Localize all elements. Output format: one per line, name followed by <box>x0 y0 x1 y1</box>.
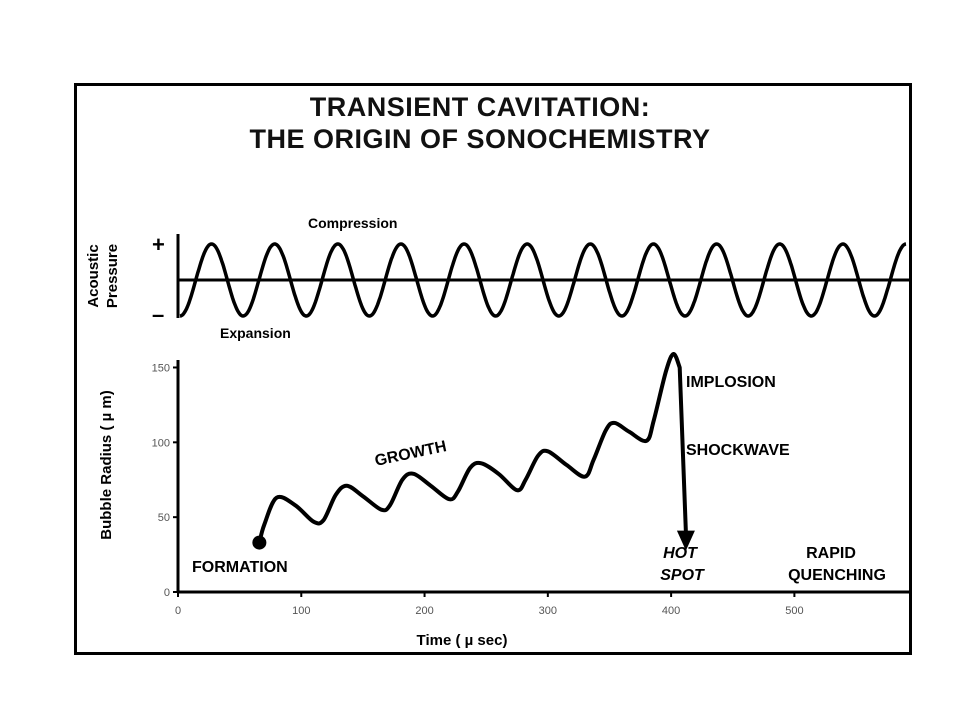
pressure-ylabel-line-1: Acoustic <box>85 244 102 307</box>
growth-label: GROWTH <box>373 438 448 470</box>
rapid-label-line-1: RAPID <box>806 545 856 562</box>
pressure-panel: Acoustic Pressure + – Compression Expans… <box>85 215 909 341</box>
quenching-label-line-2: QUENCHING <box>788 567 886 584</box>
x-tick-label: 500 <box>785 605 803 617</box>
diagram-frame <box>74 83 912 655</box>
time-xlabel: Time ( µ sec) <box>417 632 508 649</box>
formation-label: FORMATION <box>192 559 288 576</box>
x-tick-label: 200 <box>415 605 433 617</box>
y-tick-label: 50 <box>158 512 170 524</box>
implosion-arrow-head <box>676 530 695 551</box>
radius-chart: Bubble Radius ( µ m) 0 50 100 150 0 100 200 30… <box>98 352 909 649</box>
y-tick-label: 100 <box>152 437 170 449</box>
x-tick-label: 100 <box>292 605 310 617</box>
radius-ylabel: Bubble Radius ( µ m) <box>98 390 115 539</box>
hot-spot-label-line-2: SPOT <box>660 567 705 584</box>
title-line-2: THE ORIGIN OF SONOCHEMISTRY <box>249 124 711 154</box>
compression-label: Compression <box>308 215 397 231</box>
x-tick-label: 400 <box>662 605 680 617</box>
formation-dot <box>252 535 267 550</box>
x-tick-label: 300 <box>539 605 557 617</box>
expansion-label: Expansion <box>220 325 291 341</box>
x-ticks: 0 100 200 300 400 500 <box>175 592 804 617</box>
pressure-ylabel-line-2: Pressure <box>104 244 121 308</box>
implosion-label: IMPLOSION <box>686 374 776 391</box>
radius-series-line <box>257 352 688 544</box>
shockwave-label: SHOCKWAVE <box>686 442 790 459</box>
y-tick-label: 150 <box>152 362 170 374</box>
x-tick-label: 0 <box>175 605 181 617</box>
minus-label: – <box>152 302 164 327</box>
title-line-1: TRANSIENT CAVITATION: <box>309 92 651 122</box>
y-ticks: 0 50 100 150 <box>152 362 178 599</box>
y-tick-label: 0 <box>164 587 170 599</box>
plus-label: + <box>152 232 165 257</box>
pressure-wave <box>179 242 907 318</box>
hot-spot-label-line-1: HOT <box>663 545 698 562</box>
